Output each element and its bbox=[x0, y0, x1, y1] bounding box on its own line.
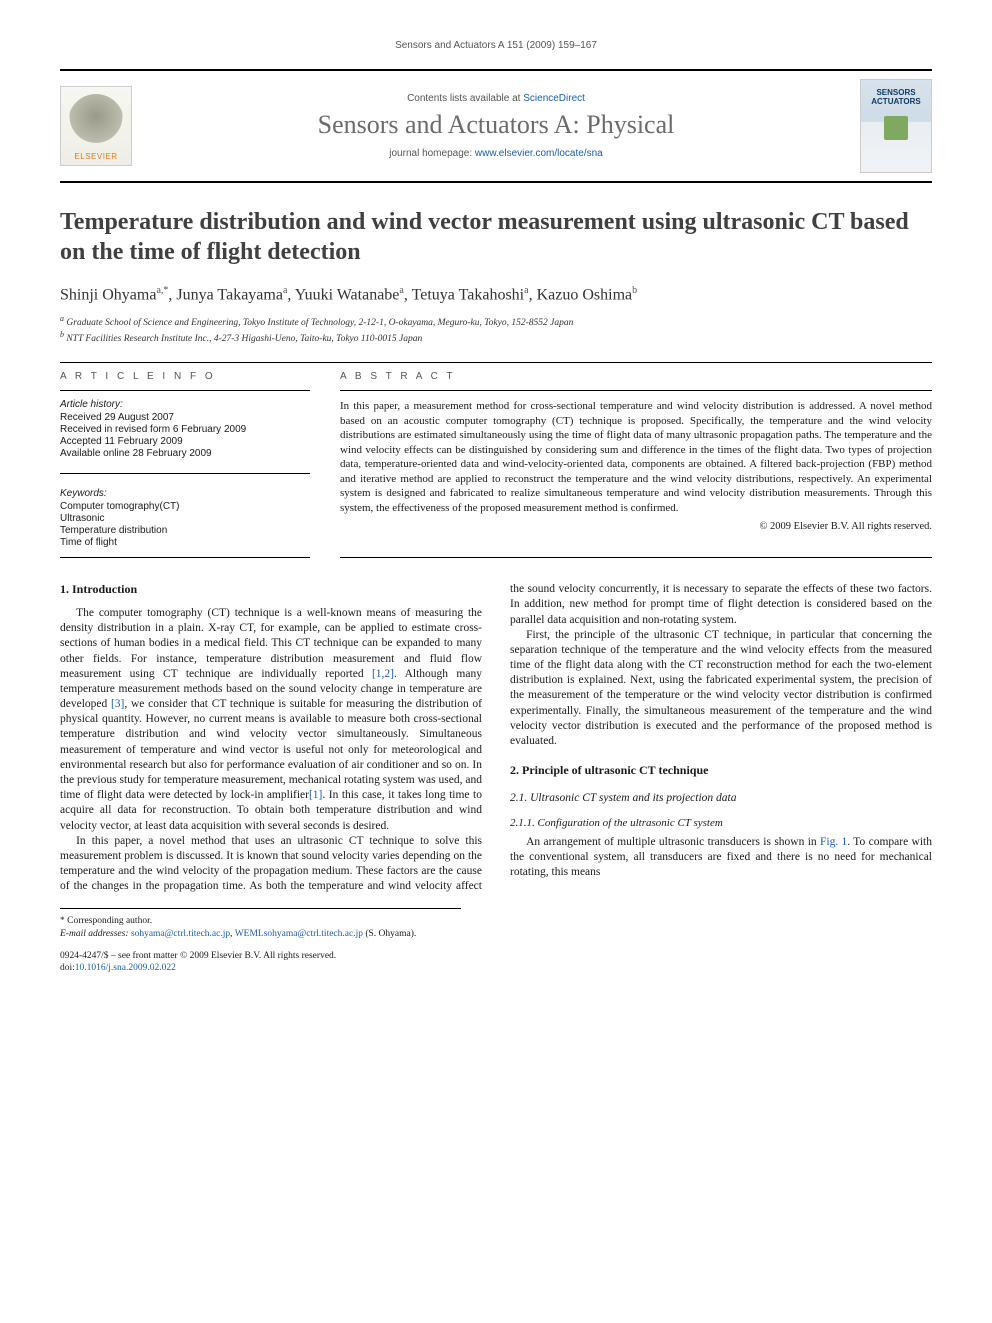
elsevier-logo: ELSEVIER bbox=[60, 86, 132, 166]
elsevier-tree-icon bbox=[68, 94, 124, 150]
doi-link[interactable]: 10.1016/j.sna.2009.02.022 bbox=[75, 963, 176, 973]
running-header: Sensors and Actuators A 151 (2009) 159–1… bbox=[60, 40, 932, 51]
issn-line: 0924-4247/$ – see front matter © 2009 El… bbox=[60, 950, 932, 962]
email-line: E-mail addresses: sohyama@ctrl.titech.ac… bbox=[60, 928, 461, 940]
journal-title: Sensors and Actuators A: Physical bbox=[146, 110, 846, 140]
email-link-2[interactable]: WEMLsohyama@ctrl.titech.ac.jp bbox=[235, 929, 363, 939]
history-revised: Received in revised form 6 February 2009 bbox=[60, 424, 310, 435]
contents-available-line: Contents lists available at ScienceDirec… bbox=[146, 93, 846, 104]
section-2-heading: 2. Principle of ultrasonic CT technique bbox=[510, 763, 932, 779]
section-1-heading: 1. Introduction bbox=[60, 582, 482, 598]
history-label: Article history: bbox=[60, 399, 310, 410]
affiliations: a Graduate School of Science and Enginee… bbox=[60, 314, 932, 346]
homepage-link[interactable]: www.elsevier.com/locate/sna bbox=[475, 148, 603, 159]
homepage-prefix: journal homepage: bbox=[389, 148, 475, 159]
keyword-0: Computer tomography(CT) bbox=[60, 501, 310, 512]
affiliation-b: b NTT Facilities Research Institute Inc.… bbox=[60, 330, 932, 346]
article-info-heading: A R T I C L E I N F O bbox=[60, 371, 310, 382]
email-link-1[interactable]: sohyama@ctrl.titech.ac.jp bbox=[131, 929, 230, 939]
elsevier-wordmark: ELSEVIER bbox=[74, 152, 117, 161]
footnote-block: * Corresponding author. E-mail addresses… bbox=[60, 908, 461, 940]
section-1-para-1: The computer tomography (CT) technique i… bbox=[60, 606, 482, 834]
history-received: Received 29 August 2007 bbox=[60, 412, 310, 423]
article-title: Temperature distribution and wind vector… bbox=[60, 207, 932, 267]
section-2-1-heading: 2.1. Ultrasonic CT system and its projec… bbox=[510, 791, 932, 806]
abstract-block: A B S T R A C T In this paper, a measure… bbox=[340, 371, 932, 558]
section-2-1-1-para-1: An arrangement of multiple ultrasonic tr… bbox=[510, 835, 932, 881]
homepage-line: journal homepage: www.elsevier.com/locat… bbox=[146, 148, 846, 159]
author-list: Shinji Ohyamaa,*, Junya Takayamaa, Yuuki… bbox=[60, 285, 932, 304]
doi-line: doi:10.1016/j.sna.2009.02.022 bbox=[60, 962, 932, 974]
cover-word-actuators: ACTUATORS bbox=[871, 97, 920, 106]
body-columns: 1. Introduction The computer tomography … bbox=[60, 582, 932, 894]
journal-cover-thumbnail: SENSORS ACTUATORS bbox=[860, 79, 932, 173]
section-2-1-1-heading: 2.1.1. Configuration of the ultrasonic C… bbox=[510, 816, 932, 831]
cover-chip-icon bbox=[884, 116, 908, 140]
affiliation-a: a Graduate School of Science and Enginee… bbox=[60, 314, 932, 330]
abstract-text: In this paper, a measurement method for … bbox=[340, 399, 932, 515]
cover-word-sensors: SENSORS bbox=[876, 88, 915, 97]
keyword-3: Time of flight bbox=[60, 537, 310, 548]
article-info-block: A R T I C L E I N F O Article history: R… bbox=[60, 371, 310, 558]
contents-prefix: Contents lists available at bbox=[407, 93, 523, 104]
section-1-para-3: First, the principle of the ultrasonic C… bbox=[510, 628, 932, 749]
journal-masthead: ELSEVIER Contents lists available at Sci… bbox=[60, 69, 932, 183]
sciencedirect-link[interactable]: ScienceDirect bbox=[523, 93, 585, 104]
abstract-heading: A B S T R A C T bbox=[340, 371, 932, 382]
email-label: E-mail addresses: bbox=[60, 929, 129, 939]
bottom-meta: 0924-4247/$ – see front matter © 2009 El… bbox=[60, 950, 932, 975]
corresponding-author-note: * Corresponding author. bbox=[60, 915, 461, 927]
keyword-1: Ultrasonic bbox=[60, 513, 310, 524]
keywords-label: Keywords: bbox=[60, 488, 310, 499]
abstract-copyright: © 2009 Elsevier B.V. All rights reserved… bbox=[340, 521, 932, 532]
doi-label: doi: bbox=[60, 963, 75, 973]
history-accepted: Accepted 11 February 2009 bbox=[60, 436, 310, 447]
history-online: Available online 28 February 2009 bbox=[60, 448, 310, 459]
email-tail: (S. Ohyama). bbox=[365, 929, 416, 939]
keyword-2: Temperature distribution bbox=[60, 525, 310, 536]
